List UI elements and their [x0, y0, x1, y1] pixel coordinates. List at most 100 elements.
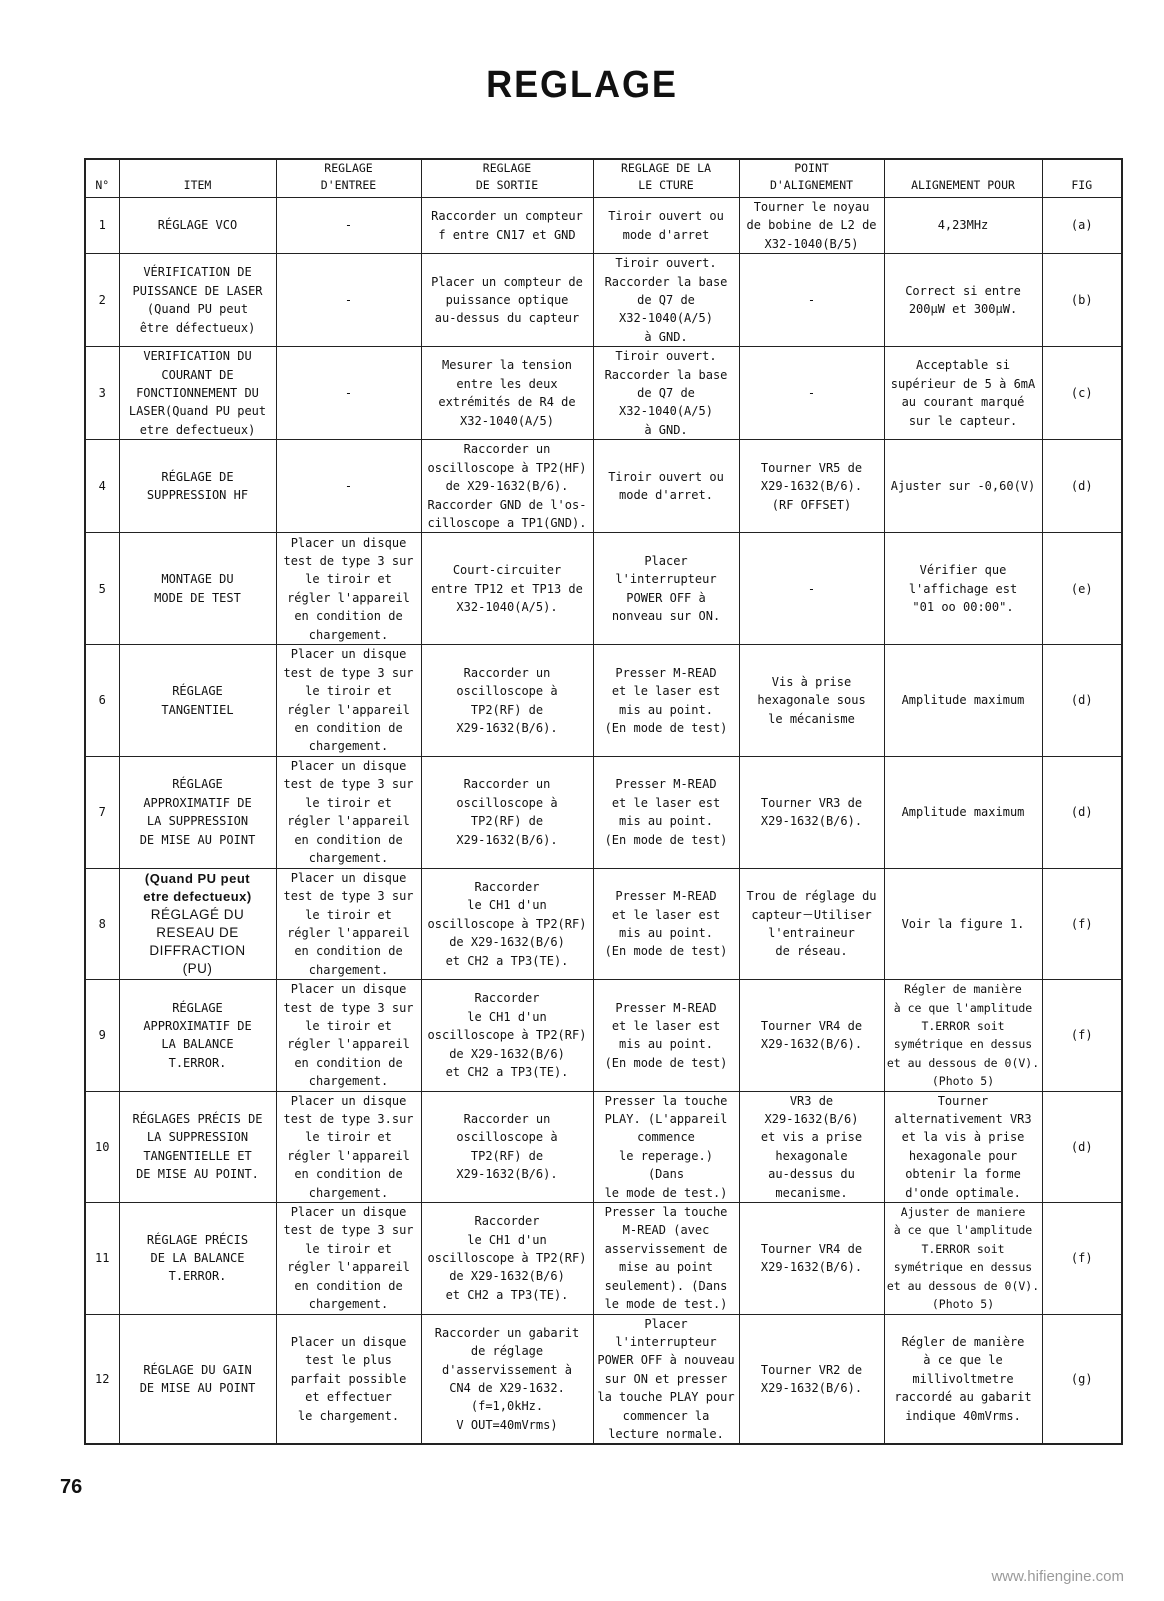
cell-output-adjustment: Mesurer la tension entre les deux extrém…: [420, 346, 594, 441]
cell-figure: (d): [1041, 755, 1123, 869]
cell-output-adjustment: Placer un compteur de puissance optique …: [420, 253, 594, 348]
table-row: 11 RÉGLAGE PRÉCIS DE LA BALANCE T.ERROR. P…: [84, 1202, 1123, 1315]
cell-number: 12: [84, 1313, 120, 1445]
header-output-adjustment: REGLAGE DE SORTIE: [420, 158, 594, 198]
cell-item: VÉRIFICATION DE PUISSANCE DE LASER (Quan…: [118, 253, 277, 348]
cell-alignment-point: Tourner VR3 de X29-1632(B/6).: [738, 755, 885, 869]
cell-input-adjustment: -: [275, 196, 422, 255]
cell-alignment-for: Régler de manière à ce que le millivoltm…: [883, 1313, 1043, 1445]
cell-number: 3: [84, 346, 120, 441]
cell-alignment-for: 4,23MHz: [883, 196, 1043, 255]
cell-number: 5: [84, 532, 120, 646]
cell-input-adjustment: -: [275, 346, 422, 441]
cell-number: 7: [84, 755, 120, 869]
cell-figure: (d): [1041, 439, 1123, 534]
table-header-row: N° ITEM REGLAGE D'ENTREE REGLAGE DE SORTIE R…: [84, 158, 1123, 198]
cell-number: 9: [84, 979, 120, 1092]
cell-figure: (f): [1041, 979, 1123, 1092]
cell-figure: (a): [1041, 196, 1123, 255]
cell-alignment-point: -: [738, 253, 885, 348]
table-row: 12 RÉGLAGE DU GAIN DE MISE AU POINT Placer…: [84, 1313, 1123, 1445]
cell-alignment-for: Amplitude maximum: [883, 644, 1043, 757]
cell-alignment-for: Voir la figure 1.: [883, 867, 1043, 981]
table-row: 1 RÉGLAGE VCO - Raccorder un compteur f ent…: [84, 196, 1123, 255]
table-row: 5 MONTAGE DU MODE DE TEST Placer un disque…: [84, 532, 1123, 646]
cell-output-adjustment: Raccorder un oscilloscope à TP2(RF) de X…: [420, 644, 594, 757]
header-alignment-for: ALIGNEMENT POUR: [883, 158, 1043, 198]
cell-item: RÉGLAGE APPROXIMATIF DE LA BALANCE T.ERR…: [118, 979, 277, 1092]
cell-alignment-for: Ajuster sur -0,60(V): [883, 439, 1043, 534]
cell-figure: (c): [1041, 346, 1123, 441]
cell-output-adjustment: Raccorder un oscilloscope à TP2(RF) de X…: [420, 755, 594, 869]
cell-item: VERIFICATION DU COURANT DE FONCTIONNEMEN…: [118, 346, 277, 441]
page-title: REGLAGE: [486, 64, 678, 106]
cell-input-adjustment: Placer un disque test de type 3 sur le t…: [275, 755, 422, 869]
cell-output-adjustment: Raccorder un oscilloscope à TP2(HF) de X…: [420, 439, 594, 534]
cell-input-adjustment: Placer un disque test de type 3.sur le t…: [275, 1090, 422, 1204]
table-row: 10 RÉGLAGES PRÉCIS DE LA SUPPRESSION TANG…: [84, 1090, 1123, 1204]
cell-output-adjustment: Raccorder le CH1 d'un oscilloscope à TP2…: [420, 979, 594, 1092]
table-row: 3 VERIFICATION DU COURANT DE FONCTIONNEME…: [84, 346, 1123, 441]
table-row: 2 VÉRIFICATION DE PUISSANCE DE LASER (Qua…: [84, 253, 1123, 348]
cell-playback-adjustment: Presser la touche PLAY. (L'appareil comm…: [592, 1090, 740, 1204]
cell-alignment-point: -: [738, 346, 885, 441]
cell-alignment-point: -: [738, 532, 885, 646]
cell-output-adjustment: Raccorder le CH1 d'un oscilloscope à TP2…: [420, 1202, 594, 1315]
table-row: 9 RÉGLAGE APPROXIMATIF DE LA BALANCE T.ER…: [84, 979, 1123, 1092]
table-row: 4 RÉGLAGE DE SUPPRESSION HF - Raccorder un …: [84, 439, 1123, 534]
cell-input-adjustment: Placer un disque test de type 3 sur le t…: [275, 644, 422, 757]
cell-input-adjustment: Placer un disque test le plus parfait po…: [275, 1313, 422, 1445]
cell-playback-adjustment: Placer l'interrupteur POWER OFF à nonvea…: [592, 532, 740, 646]
header-item: ITEM: [118, 158, 277, 198]
cell-item: RÉGLAGE PRÉCIS DE LA BALANCE T.ERROR.: [118, 1202, 277, 1315]
cell-item: (Quand PU peut etre defectueux) RÉGLAGÉ …: [118, 867, 277, 981]
table-row: 6 RÉGLAGE TANGENTIEL Placer un disque test…: [84, 644, 1123, 757]
cell-input-adjustment: Placer un disque test de type 3 sur le t…: [275, 532, 422, 646]
cell-number: 8: [84, 867, 120, 981]
cell-input-adjustment: Placer un disque test de type 3 sur le t…: [275, 867, 422, 981]
cell-item: RÉGLAGES PRÉCIS DE LA SUPPRESSION TANGEN…: [118, 1090, 277, 1204]
cell-output-adjustment: Raccorder un gabarit de réglage d'asserv…: [420, 1313, 594, 1445]
cell-alignment-for: Régler de manière à ce que l'amplitude T…: [883, 979, 1043, 1092]
watermark: www.hifiengine.com: [991, 1568, 1124, 1585]
header-input-adjustment: REGLAGE D'ENTREE: [275, 158, 422, 198]
header-number: N°: [84, 158, 120, 198]
table-row: 8 (Quand PU peut etre defectueux) RÉGLAGÉ…: [84, 867, 1123, 981]
cell-playback-adjustment: Presser M-READ et le laser est mis au po…: [592, 979, 740, 1092]
cell-playback-adjustment: Tiroir ouvert ou mode d'arret.: [592, 439, 740, 534]
cell-figure: (d): [1041, 644, 1123, 757]
cell-item: RÉGLAGE DU GAIN DE MISE AU POINT: [118, 1313, 277, 1445]
page-number: 76: [60, 1476, 83, 1498]
cell-playback-adjustment: Presser la touche M-READ (avec asserviss…: [592, 1202, 740, 1315]
cell-alignment-for: Amplitude maximum: [883, 755, 1043, 869]
cell-alignment-for: Vérifier que l'affichage est "01 oo 00:0…: [883, 532, 1043, 646]
cell-alignment-point: Tourner le noyau de bobine de L2 de X32-…: [738, 196, 885, 255]
cell-input-adjustment: -: [275, 253, 422, 348]
cell-number: 4: [84, 439, 120, 534]
cell-output-adjustment: Raccorder un compteur f entre CN17 et GN…: [420, 196, 594, 255]
cell-figure: (g): [1041, 1313, 1123, 1445]
cell-alignment-point: Tourner VR4 de X29-1632(B/6).: [738, 979, 885, 1092]
cell-alignment-for: Ajuster de maniere à ce que l'amplitude …: [883, 1202, 1043, 1315]
cell-alignment-point: Vis à prise hexagonale sous le mécanisme: [738, 644, 885, 757]
cell-playback-adjustment: Presser M-READ et le laser est mis au po…: [592, 867, 740, 981]
cell-number: 1: [84, 196, 120, 255]
cell-alignment-point: Tourner VR2 de X29-1632(B/6).: [738, 1313, 885, 1445]
cell-number: 10: [84, 1090, 120, 1204]
cell-output-adjustment: Raccorder un oscilloscope à TP2(RF) de X…: [420, 1090, 594, 1204]
cell-figure: (f): [1041, 1202, 1123, 1315]
cell-item: RÉGLAGE VCO: [118, 196, 277, 255]
cell-playback-adjustment: Presser M-READ et le laser est mis au po…: [592, 644, 740, 757]
header-playback-adjustment: REGLAGE DE LA LE CTURE: [592, 158, 740, 198]
cell-playback-adjustment: Tiroir ouvert ou mode d'arret: [592, 196, 740, 255]
cell-alignment-point: Tourner VR4 de X29-1632(B/6).: [738, 1202, 885, 1315]
header-figure: FIG: [1041, 158, 1123, 198]
cell-input-adjustment: Placer un disque test de type 3 sur le t…: [275, 979, 422, 1092]
header-alignment-point: POINT D'ALIGNEMENT: [738, 158, 885, 198]
adjustment-table: N° ITEM REGLAGE D'ENTREE REGLAGE DE SORTIE R…: [84, 158, 1123, 1446]
cell-playback-adjustment: Tiroir ouvert. Raccorder la base de Q7 d…: [592, 346, 740, 441]
cell-alignment-point: Tourner VR5 de X29-1632(B/6). (RF OFFSET…: [738, 439, 885, 534]
cell-output-adjustment: Raccorder le CH1 d'un oscilloscope à TP2…: [420, 867, 594, 981]
cell-figure: (b): [1041, 253, 1123, 348]
